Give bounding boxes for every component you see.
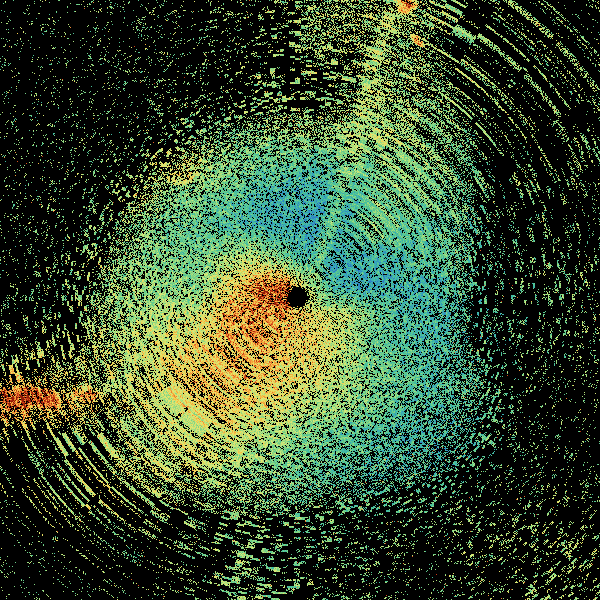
heatmap-canvas	[0, 0, 600, 600]
heatmap-figure	[0, 0, 600, 600]
